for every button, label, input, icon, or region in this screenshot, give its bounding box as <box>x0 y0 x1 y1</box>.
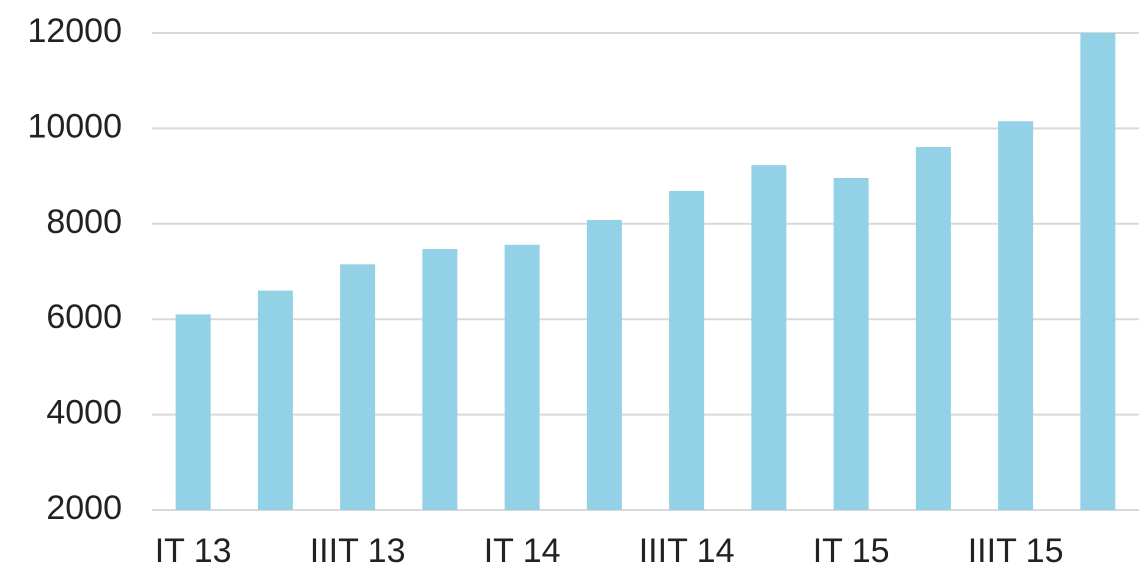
y-tick-label: 4000 <box>46 394 122 432</box>
y-tick-label: 12000 <box>27 12 122 50</box>
y-tick-label: 6000 <box>46 298 122 336</box>
bar <box>422 249 458 510</box>
bar <box>751 165 787 510</box>
y-tick-label: 10000 <box>27 107 122 145</box>
bar <box>257 290 293 510</box>
x-tick-label: IIIT 13 <box>310 532 406 570</box>
y-tick-label: 8000 <box>46 203 122 241</box>
bar <box>998 121 1034 511</box>
x-tick-label: IT 15 <box>813 532 890 570</box>
y-tick-label: 2000 <box>46 489 122 527</box>
bar <box>833 178 869 510</box>
x-tick-label: IIIT 15 <box>968 532 1064 570</box>
bar <box>340 264 376 510</box>
bar <box>175 314 211 510</box>
bar <box>504 244 540 510</box>
x-tick-label: IT 14 <box>484 532 561 570</box>
bar <box>586 219 622 510</box>
bar <box>1080 33 1116 510</box>
bar <box>669 190 705 510</box>
bar <box>915 147 951 511</box>
x-tick-label: IT 13 <box>155 532 232 570</box>
x-tick-label: IIIT 14 <box>639 532 735 570</box>
